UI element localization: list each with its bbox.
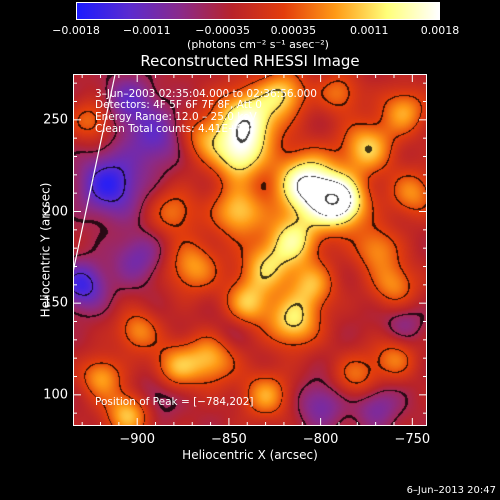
annotation-detectors: Detectors: 4F 5F 6F 7F 8F, Att 0 [95, 99, 262, 111]
annotation-peak-position: Position of Peak = [−784,202] [95, 396, 254, 408]
y-axis-label: Heliocentric Y (arcsec) [38, 182, 53, 318]
y-tick-label: 100 [43, 387, 68, 403]
chart-title: Reconstructed RHESSI Image [140, 52, 360, 70]
colorbar-gradient [77, 3, 439, 19]
plot-area: 3–Jun–2003 02:35:04.000 to 02:36:56.000 … [73, 74, 427, 426]
plot-overlay [73, 74, 427, 426]
colorbar-tick-label: 0.0018 [420, 24, 460, 37]
colorbar-tick-label: −0.0011 [122, 24, 171, 37]
colorbar-tick-label: −0.00035 [195, 24, 250, 37]
x-axis-label: Heliocentric X (arcsec) [182, 448, 318, 462]
y-tick-label: 150 [43, 295, 68, 311]
x-tick-label: −900 [119, 432, 156, 447]
footer-date: 6–Jun–2013 20:47 [406, 485, 496, 496]
annotation-time-range: 3–Jun–2003 02:35:04.000 to 02:36:56.000 [95, 88, 317, 100]
x-tick-label: −850 [211, 432, 247, 447]
colorbar [76, 2, 440, 20]
x-tick-label: −800 [302, 432, 339, 447]
colorbar-tick-label: 0.0011 [349, 24, 389, 37]
plot-frame [73, 74, 427, 426]
x-tick-label: −750 [394, 432, 431, 447]
heatmap-image [73, 74, 427, 426]
y-tick-label: 250 [43, 112, 68, 128]
colorbar-unit-label: (photons cm⁻² s⁻¹ asec⁻²) [187, 38, 329, 51]
solar-limb-line [73, 74, 116, 273]
annotation-clean: Clean Total counts: 4.41E+03 [95, 123, 251, 135]
colorbar-tick-label: 0.00035 [270, 24, 317, 37]
annotation-energy: Energy Range: 12.0 – 25.0 keV [95, 111, 257, 123]
colorbar-tick-label: −0.0018 [52, 24, 100, 37]
y-tick-label: 200 [43, 204, 68, 219]
